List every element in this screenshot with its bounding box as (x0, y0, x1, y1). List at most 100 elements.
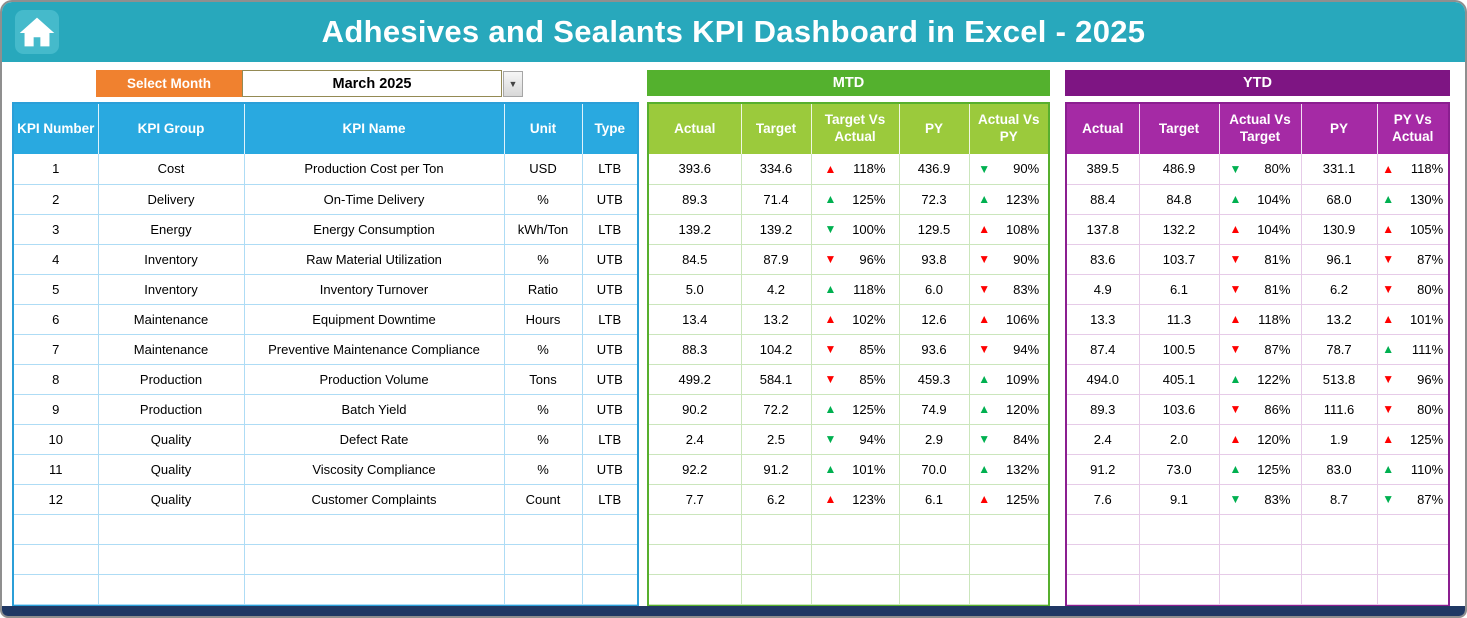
ytd-py-vs-actual-cell[interactable]: ▼ 87% (1377, 484, 1448, 515)
mtd-target-cell[interactable]: 71.4 (741, 184, 812, 215)
ytd-py-cell[interactable]: 111.6 (1301, 394, 1378, 425)
empty-cell[interactable] (504, 514, 583, 545)
ytd-py-vs-actual-cell[interactable]: ▲ 111% (1377, 334, 1448, 365)
kpi-name-cell[interactable]: Raw Material Utilization (244, 244, 505, 275)
mtd-actual-vs-py-cell[interactable]: ▼ 94% (969, 334, 1048, 365)
kpi-name-cell[interactable]: Production Cost per Ton (244, 154, 505, 185)
ytd-actual-cell[interactable]: 89.3 (1067, 394, 1140, 425)
mtd-actual-cell[interactable]: 393.6 (649, 154, 742, 185)
mtd-actual-cell[interactable]: 139.2 (649, 214, 742, 245)
mtd-actual-vs-py-cell[interactable]: ▲ 106% (969, 304, 1048, 335)
ytd-actual-cell[interactable]: 137.8 (1067, 214, 1140, 245)
mtd-target-vs-actual-cell[interactable]: ▲ 102% (811, 304, 900, 335)
ytd-actual-cell[interactable]: 494.0 (1067, 364, 1140, 395)
kpi-type-cell[interactable]: LTB (582, 424, 637, 455)
kpi-group-cell[interactable]: Production (98, 364, 245, 395)
mtd-actual-cell[interactable]: 88.3 (649, 334, 742, 365)
ytd-actual-cell[interactable]: 7.6 (1067, 484, 1140, 515)
kpi-group-cell[interactable]: Quality (98, 484, 245, 515)
mtd-actual-vs-py-cell[interactable]: ▲ 132% (969, 454, 1048, 485)
empty-cell[interactable] (899, 574, 970, 605)
ytd-py-vs-actual-cell[interactable]: ▼ 80% (1377, 394, 1448, 425)
kpi-name-cell[interactable]: On-Time Delivery (244, 184, 505, 215)
empty-cell[interactable] (741, 514, 812, 545)
ytd-actual-vs-target-cell[interactable]: ▲ 125% (1219, 454, 1302, 485)
ytd-target-cell[interactable]: 405.1 (1139, 364, 1220, 395)
home-icon[interactable] (14, 9, 60, 55)
ytd-py-cell[interactable]: 83.0 (1301, 454, 1378, 485)
mtd-actual-vs-py-cell[interactable]: ▲ 123% (969, 184, 1048, 215)
mtd-target-cell[interactable]: 91.2 (741, 454, 812, 485)
mtd-target-vs-actual-cell[interactable]: ▼ 94% (811, 424, 900, 455)
empty-cell[interactable] (811, 514, 900, 545)
kpi-group-cell[interactable]: Quality (98, 424, 245, 455)
kpi-name-cell[interactable]: Equipment Downtime (244, 304, 505, 335)
month-dropdown-button[interactable]: ▼ (503, 71, 523, 97)
kpi-group-cell[interactable]: Maintenance (98, 304, 245, 335)
empty-cell[interactable] (1377, 574, 1448, 605)
mtd-actual-vs-py-cell[interactable]: ▼ 84% (969, 424, 1048, 455)
kpi-number-cell[interactable]: 4 (14, 244, 99, 275)
empty-cell[interactable] (504, 574, 583, 605)
empty-cell[interactable] (649, 544, 742, 575)
kpi-name-cell[interactable]: Inventory Turnover (244, 274, 505, 305)
ytd-target-cell[interactable]: 100.5 (1139, 334, 1220, 365)
mtd-target-cell[interactable]: 584.1 (741, 364, 812, 395)
empty-cell[interactable] (899, 544, 970, 575)
ytd-actual-vs-target-cell[interactable]: ▲ 104% (1219, 184, 1302, 215)
ytd-actual-cell[interactable]: 87.4 (1067, 334, 1140, 365)
ytd-target-cell[interactable]: 9.1 (1139, 484, 1220, 515)
mtd-actual-cell[interactable]: 7.7 (649, 484, 742, 515)
mtd-target-vs-actual-cell[interactable]: ▲ 125% (811, 394, 900, 425)
ytd-actual-cell[interactable]: 389.5 (1067, 154, 1140, 185)
empty-cell[interactable] (811, 544, 900, 575)
mtd-py-cell[interactable]: 93.8 (899, 244, 970, 275)
mtd-target-cell[interactable]: 6.2 (741, 484, 812, 515)
empty-cell[interactable] (969, 514, 1048, 545)
mtd-actual-cell[interactable]: 90.2 (649, 394, 742, 425)
kpi-type-cell[interactable]: LTB (582, 154, 637, 185)
mtd-actual-cell[interactable]: 84.5 (649, 244, 742, 275)
empty-cell[interactable] (582, 544, 637, 575)
kpi-group-cell[interactable]: Quality (98, 454, 245, 485)
mtd-target-vs-actual-cell[interactable]: ▼ 100% (811, 214, 900, 245)
ytd-actual-cell[interactable]: 4.9 (1067, 274, 1140, 305)
mtd-target-cell[interactable]: 334.6 (741, 154, 812, 185)
kpi-type-cell[interactable]: UTB (582, 454, 637, 485)
ytd-actual-cell[interactable]: 2.4 (1067, 424, 1140, 455)
ytd-py-vs-actual-cell[interactable]: ▲ 105% (1377, 214, 1448, 245)
ytd-actual-vs-target-cell[interactable]: ▼ 87% (1219, 334, 1302, 365)
mtd-py-cell[interactable]: 459.3 (899, 364, 970, 395)
empty-cell[interactable] (244, 514, 505, 545)
ytd-target-cell[interactable]: 73.0 (1139, 454, 1220, 485)
kpi-type-cell[interactable]: UTB (582, 334, 637, 365)
ytd-actual-vs-target-cell[interactable]: ▲ 118% (1219, 304, 1302, 335)
mtd-py-cell[interactable]: 93.6 (899, 334, 970, 365)
kpi-number-cell[interactable]: 9 (14, 394, 99, 425)
kpi-unit-cell[interactable]: Count (504, 484, 583, 515)
mtd-py-cell[interactable]: 436.9 (899, 154, 970, 185)
empty-cell[interactable] (14, 574, 99, 605)
empty-cell[interactable] (14, 544, 99, 575)
empty-cell[interactable] (811, 574, 900, 605)
kpi-name-cell[interactable]: Defect Rate (244, 424, 505, 455)
kpi-name-cell[interactable]: Customer Complaints (244, 484, 505, 515)
ytd-target-cell[interactable]: 2.0 (1139, 424, 1220, 455)
ytd-actual-vs-target-cell[interactable]: ▼ 80% (1219, 154, 1302, 185)
mtd-target-vs-actual-cell[interactable]: ▲ 118% (811, 154, 900, 185)
kpi-number-cell[interactable]: 3 (14, 214, 99, 245)
ytd-py-vs-actual-cell[interactable]: ▲ 110% (1377, 454, 1448, 485)
kpi-number-cell[interactable]: 10 (14, 424, 99, 455)
empty-cell[interactable] (649, 514, 742, 545)
ytd-actual-cell[interactable]: 88.4 (1067, 184, 1140, 215)
kpi-number-cell[interactable]: 7 (14, 334, 99, 365)
mtd-target-cell[interactable]: 72.2 (741, 394, 812, 425)
kpi-unit-cell[interactable]: % (504, 184, 583, 215)
kpi-type-cell[interactable]: LTB (582, 214, 637, 245)
kpi-name-cell[interactable]: Energy Consumption (244, 214, 505, 245)
mtd-target-vs-actual-cell[interactable]: ▲ 125% (811, 184, 900, 215)
empty-cell[interactable] (582, 514, 637, 545)
mtd-target-vs-actual-cell[interactable]: ▲ 118% (811, 274, 900, 305)
kpi-name-cell[interactable]: Viscosity Compliance (244, 454, 505, 485)
kpi-number-cell[interactable]: 1 (14, 154, 99, 185)
